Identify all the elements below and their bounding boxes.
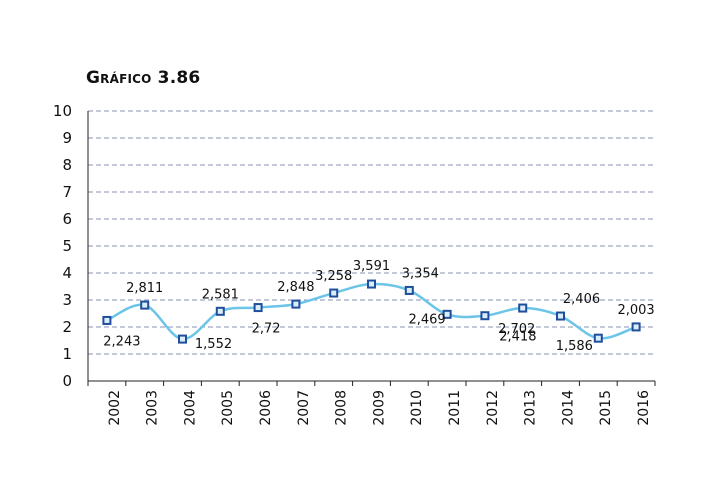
y-tick-label: 3 [62,291,72,309]
data-label: 3,258 [315,269,352,284]
data-point [442,309,452,319]
data-point [215,306,225,316]
y-tick-label: 10 [53,102,72,120]
x-tick-label: 2003 [145,390,161,426]
y-tick-label: 9 [62,129,72,147]
chart-title: Gráfico 3.86 [86,68,201,88]
data-point [518,303,528,313]
data-label: 2,406 [563,292,600,307]
data-point [631,322,641,332]
y-tick-label: 8 [62,156,72,174]
x-tick-label: 2012 [485,390,501,426]
data-point [404,285,414,295]
data-label: 2,418 [499,330,536,345]
data-label: 2,469 [408,312,445,327]
data-label: 3,354 [402,266,439,281]
y-tick-label: 0 [62,372,72,390]
y-tick-label: 1 [62,345,72,363]
data-point [593,333,603,343]
y-tick-label: 6 [62,210,72,228]
x-tick-label: 2016 [636,390,652,426]
data-label: 1,552 [195,337,232,352]
data-point [291,299,301,309]
data-point [178,334,187,344]
data-label: 2,848 [277,280,314,295]
x-tick-label: 2009 [371,390,387,426]
y-tick-label: 7 [62,183,72,201]
data-label: 2,581 [202,287,239,302]
x-tick-label: 2008 [334,390,350,426]
data-label: 2,811 [126,281,163,296]
x-tick-label: 2013 [523,390,539,426]
x-tick-label: 2004 [182,390,198,426]
data-point [329,288,339,298]
data-point [253,303,263,313]
data-point [367,279,376,289]
x-tick-label: 2005 [220,390,236,426]
y-tick-label: 4 [62,264,72,282]
y-tick-label: 5 [62,237,72,255]
y-tick-label: 2 [62,318,72,336]
x-tick-label: 2006 [258,390,274,426]
x-tick-label: 2014 [560,390,576,426]
x-tick-label: 2002 [107,390,123,426]
data-point [102,315,112,325]
x-tick-label: 2010 [409,390,425,426]
data-point [480,311,490,321]
data-label: 2,243 [103,334,140,349]
x-tick-label: 2011 [447,390,463,426]
data-point [140,300,150,310]
data-label: 1,586 [556,339,593,354]
data-label: 3,591 [353,259,390,274]
x-tick-label: 2007 [296,390,312,426]
data-point [556,311,565,321]
x-tick-label: 2015 [598,390,614,426]
data-label: 2,003 [617,303,654,318]
data-label: 2,72 [252,322,281,337]
data-label: 2,702 [498,322,535,337]
